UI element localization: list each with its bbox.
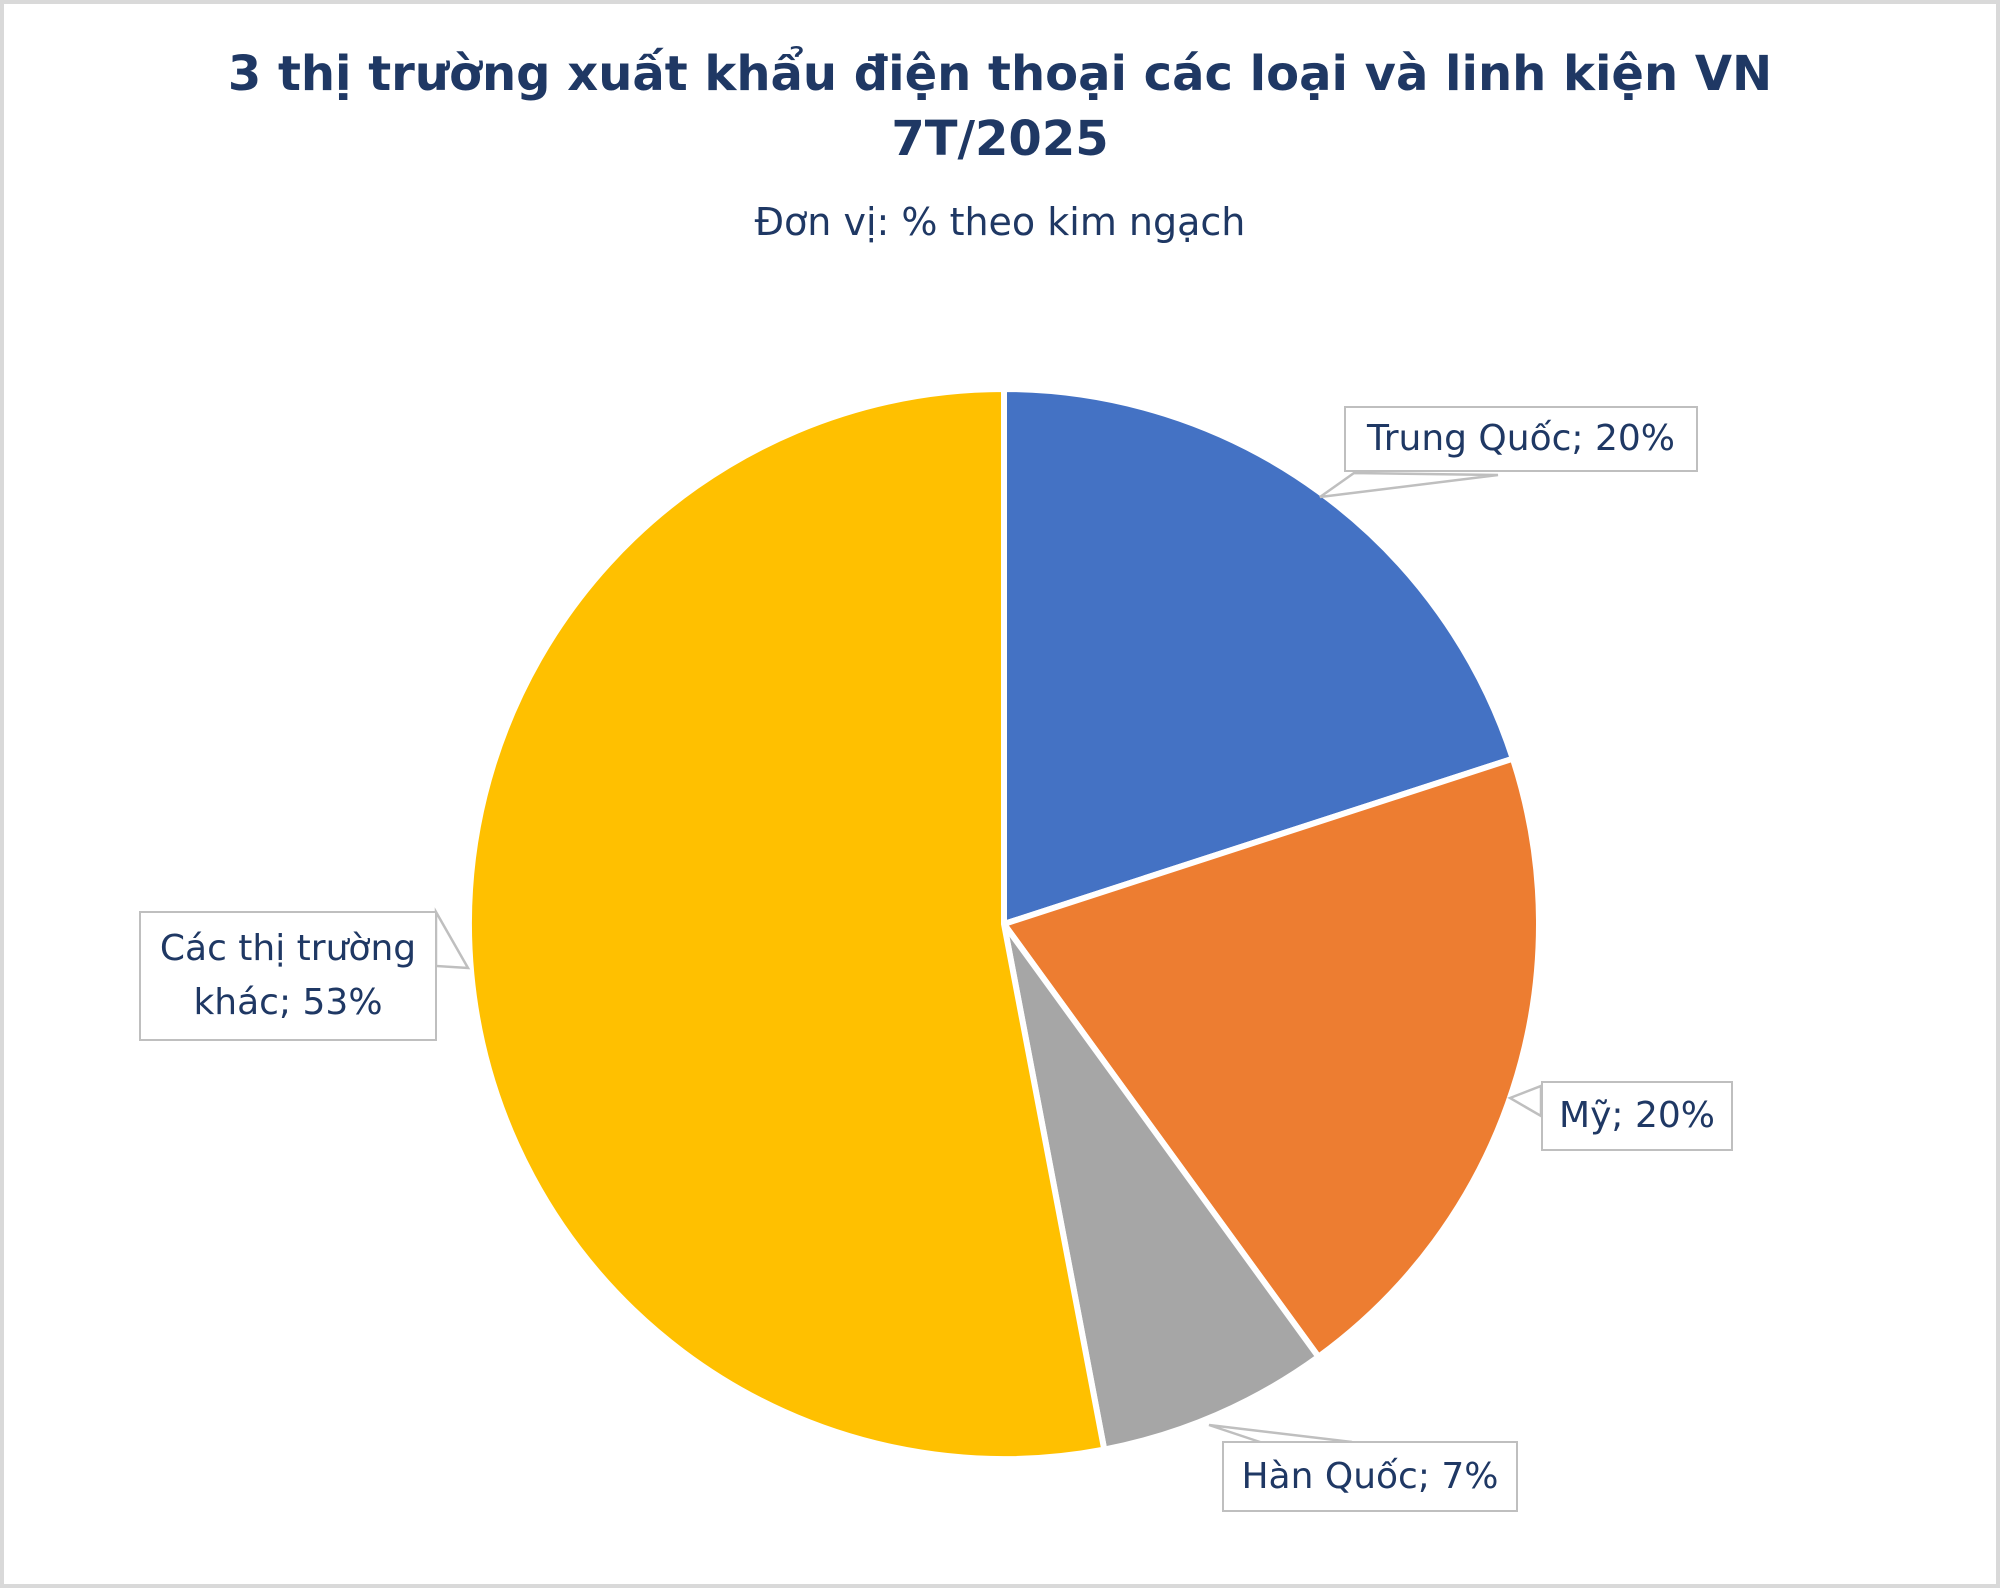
data-label-trung-quoc: Trung Quốc; 20%: [1344, 406, 1698, 472]
pie-slice-2: [1001, 755, 1542, 1360]
chart-title-line1: 3 thị trường xuất khẩu điện thoại các lo…: [227, 46, 1773, 102]
pie-slice-3: [1001, 921, 1322, 1453]
data-label-han-quoc: Hàn Quốc; 7%: [1222, 1441, 1518, 1512]
chart-title-line2: 7T/2025: [891, 110, 1109, 167]
data-label-khac: Các thị trường khác; 53%: [139, 911, 437, 1041]
callout-leader-khac: [434, 907, 471, 970]
data-label-trung-quoc-text: Trung Quốc; 20%: [1367, 418, 1675, 459]
data-label-my-text: Mỹ; 20%: [1559, 1095, 1715, 1136]
pie-slices: [465, 386, 1542, 1462]
data-label-my: Mỹ; 20%: [1541, 1081, 1733, 1151]
pie-chart: [434, 386, 1543, 1462]
chart-title: 3 thị trường xuất khẩu điện thoại các lo…: [4, 42, 1996, 172]
pie-slice-1: [1001, 386, 1516, 927]
data-label-khac-text: Các thị trường khác; 53%: [159, 928, 417, 1023]
pie-slice-4: [465, 386, 1108, 1462]
callout-leader-trung-quoc: [1319, 471, 1499, 499]
chart-subtitle: Đơn vị: % theo kim ngạch: [754, 200, 1246, 244]
data-label-han-quoc-text: Hàn Quốc; 7%: [1241, 1455, 1499, 1497]
